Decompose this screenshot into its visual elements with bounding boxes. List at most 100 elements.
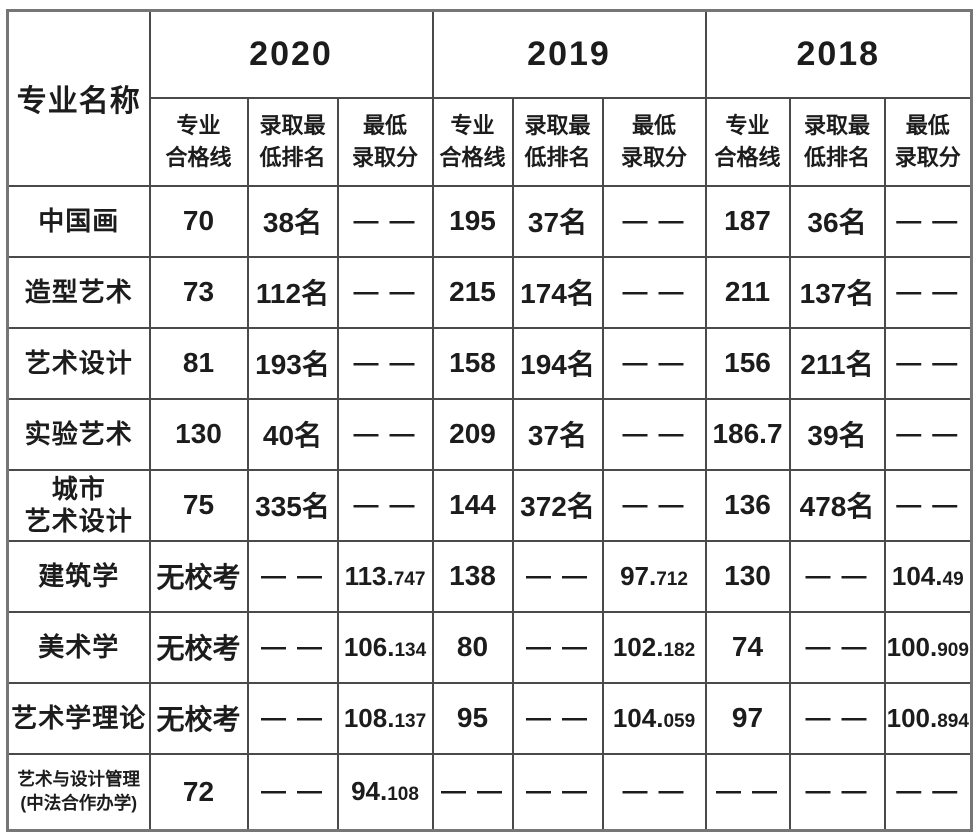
table-row: 实验艺术 130 40名 — — 209 37名 — — 186.7 39名 —… xyxy=(6,397,973,471)
value-cell: — — xyxy=(601,326,707,400)
value-cell: 372名 xyxy=(511,468,604,542)
value-cell: 无校考 xyxy=(148,539,249,613)
year-header-2019: 2019 xyxy=(431,9,707,99)
value-cell: 130 xyxy=(148,397,249,471)
value-cell: 74 xyxy=(704,610,791,684)
value-cell: — — xyxy=(246,610,339,684)
value-cell: 100.909 xyxy=(883,610,973,684)
value-cell: 158 xyxy=(431,326,514,400)
value-cell: 97 xyxy=(704,681,791,755)
major-name-cell: 艺术学理论 xyxy=(6,681,151,755)
value-cell: 137名 xyxy=(788,255,886,329)
sub-header-row: 专业 合格线 录取最 低排名 最低 录取分 专业 合格线 录取最 低排名 最低 … xyxy=(8,96,973,187)
value-cell: — — xyxy=(601,255,707,329)
value-cell: — — xyxy=(511,681,604,755)
value-cell: 156 xyxy=(704,326,791,400)
year-header-2018: 2018 xyxy=(704,9,973,99)
value-cell: — — xyxy=(246,752,339,832)
value-cell: 209 xyxy=(431,397,514,471)
value-cell: — — xyxy=(511,610,604,684)
table-row: 城市 艺术设计 75 335名 — — 144 372名 — — 136 478… xyxy=(6,468,973,542)
value-cell: — — xyxy=(788,681,886,755)
value-cell: 136 xyxy=(704,468,791,542)
value-cell: — — xyxy=(246,539,339,613)
table-row: 造型艺术 73 112名 — — 215 174名 — — 211 137名 —… xyxy=(6,255,973,329)
admission-score-table: 专业名称 2020 2019 2018 专业 合格线 录取最 低排名 最低 录取… xyxy=(6,9,974,832)
value-cell: — — xyxy=(883,184,973,258)
value-cell: 335名 xyxy=(246,468,339,542)
value-cell: 211名 xyxy=(788,326,886,400)
major-name-cell: 艺术与设计管理 (中法合作办学) xyxy=(6,752,151,832)
value-cell: 75 xyxy=(148,468,249,542)
major-name-cell: 美术学 xyxy=(6,610,151,684)
value-cell: 37名 xyxy=(511,184,604,258)
value-cell: 144 xyxy=(431,468,514,542)
value-cell: 195 xyxy=(431,184,514,258)
table-row: 建筑学 无校考 — — 113.747 138 — — 97.712 130 —… xyxy=(6,539,973,613)
subheader-2020-lowest-score: 最低 录取分 xyxy=(336,96,434,187)
subheader-2020-qualification-line: 专业 合格线 xyxy=(148,96,249,187)
value-cell: 187 xyxy=(704,184,791,258)
value-cell: — — xyxy=(883,752,973,832)
value-cell: 37名 xyxy=(511,397,604,471)
value-cell: 106.134 xyxy=(336,610,434,684)
value-cell: — — xyxy=(601,752,707,832)
value-cell: — — xyxy=(883,255,973,329)
subheader-2020-lowest-rank: 录取最 低排名 xyxy=(246,96,339,187)
value-cell: 38名 xyxy=(246,184,339,258)
value-cell: — — xyxy=(246,681,339,755)
year-header-row: 专业名称 2020 2019 2018 xyxy=(6,9,973,187)
value-cell: — — xyxy=(704,752,791,832)
value-cell: 无校考 xyxy=(148,610,249,684)
subheader-2019-qualification-line: 专业 合格线 xyxy=(431,96,514,187)
table-row: 艺术学理论 无校考 — — 108.137 95 — — 104.059 97 … xyxy=(6,681,973,755)
value-cell: — — xyxy=(883,397,973,471)
value-cell: — — xyxy=(336,184,434,258)
value-cell: 193名 xyxy=(246,326,339,400)
value-cell: — — xyxy=(336,397,434,471)
value-cell: 80 xyxy=(431,610,514,684)
value-cell: 130 xyxy=(704,539,791,613)
value-cell: — — xyxy=(601,184,707,258)
value-cell: 194名 xyxy=(511,326,604,400)
value-cell: — — xyxy=(883,326,973,400)
value-cell: — — xyxy=(336,326,434,400)
value-cell: 95 xyxy=(431,681,514,755)
major-name-header: 专业名称 xyxy=(6,9,151,187)
value-cell: — — xyxy=(431,752,514,832)
table-row: 艺术与设计管理 (中法合作办学) 72 — — 94.108 — — — — —… xyxy=(6,752,973,832)
subheader-2019-lowest-rank: 录取最 低排名 xyxy=(511,96,604,187)
value-cell: 174名 xyxy=(511,255,604,329)
value-cell: 97.712 xyxy=(601,539,707,613)
value-cell: 478名 xyxy=(788,468,886,542)
value-cell: 36名 xyxy=(788,184,886,258)
value-cell: 70 xyxy=(148,184,249,258)
value-cell: 94.108 xyxy=(336,752,434,832)
major-name-cell: 造型艺术 xyxy=(6,255,151,329)
subheader-2018-lowest-rank: 录取最 低排名 xyxy=(788,96,886,187)
subheader-2019-lowest-score: 最低 录取分 xyxy=(601,96,707,187)
value-cell: 39名 xyxy=(788,397,886,471)
value-cell: — — xyxy=(788,610,886,684)
value-cell: 113.747 xyxy=(336,539,434,613)
value-cell: 72 xyxy=(148,752,249,832)
value-cell: 81 xyxy=(148,326,249,400)
value-cell: — — xyxy=(336,468,434,542)
value-cell: — — xyxy=(788,752,886,832)
value-cell: — — xyxy=(601,397,707,471)
subheader-2018-qualification-line: 专业 合格线 xyxy=(704,96,791,187)
value-cell: — — xyxy=(883,468,973,542)
major-name-cell: 艺术设计 xyxy=(6,326,151,400)
value-cell: 108.137 xyxy=(336,681,434,755)
value-cell: — — xyxy=(336,255,434,329)
value-cell: — — xyxy=(511,539,604,613)
subheader-2018-lowest-score: 最低 录取分 xyxy=(883,96,973,187)
major-name-cell: 城市 艺术设计 xyxy=(6,468,151,542)
major-name-cell: 实验艺术 xyxy=(6,397,151,471)
value-cell: 215 xyxy=(431,255,514,329)
value-cell: 104.059 xyxy=(601,681,707,755)
table-body: 中国画 70 38名 — — 195 37名 — — 187 36名 — — 造… xyxy=(6,184,973,832)
table-row: 中国画 70 38名 — — 195 37名 — — 187 36名 — — xyxy=(6,184,973,258)
table-row: 美术学 无校考 — — 106.134 80 — — 102.182 74 — … xyxy=(6,610,973,684)
